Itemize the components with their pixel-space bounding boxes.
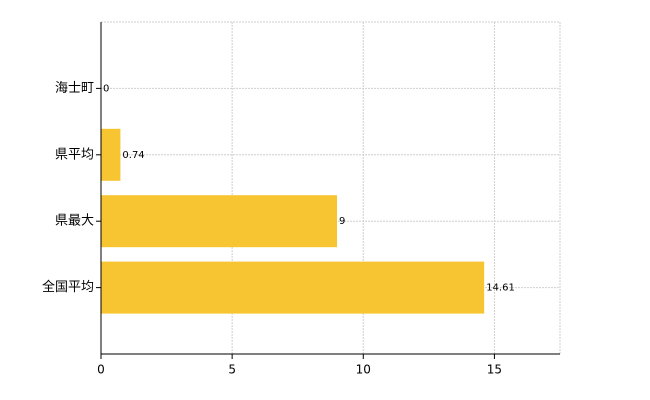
- value-label: 0.74: [122, 150, 144, 161]
- x-tick-label: 5: [228, 363, 236, 377]
- y-tick-label: 全国平均: [42, 279, 94, 295]
- x-tick-label: 10: [356, 363, 371, 377]
- bar: [101, 128, 121, 181]
- bar: [101, 195, 338, 248]
- value-label: 0: [103, 83, 109, 94]
- y-tick-label: 県平均: [55, 147, 94, 162]
- value-label: 14.61: [486, 283, 515, 294]
- x-tick-label: 0: [97, 363, 105, 377]
- y-tick-label: 海士町: [55, 81, 94, 96]
- bar: [101, 261, 485, 314]
- y-tick-label: 県最大: [55, 214, 94, 229]
- x-tick-label: 15: [487, 363, 502, 377]
- value-label: 9: [339, 216, 345, 227]
